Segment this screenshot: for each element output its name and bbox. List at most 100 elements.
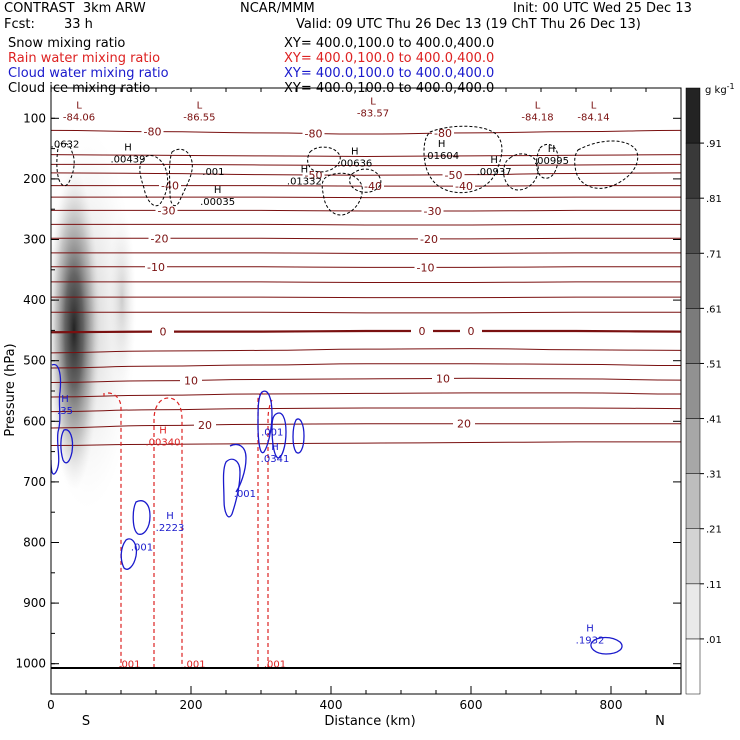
isotherm-label: -80 <box>305 127 323 140</box>
cloud-ice-value: .00937 <box>477 167 512 178</box>
isotherm-label: -20 <box>420 233 438 246</box>
cloud-ice-symbol: H <box>214 185 222 196</box>
field-xy-cloud-water: XY= 400.0,100.0 to 400.0,400.0 <box>284 66 495 81</box>
isotherm-label: -20 <box>151 232 169 245</box>
cloud-water-value: .2223 <box>156 523 185 534</box>
isotherm-label-bg <box>152 325 174 338</box>
colorbar-unit: g kg-1 <box>705 82 735 96</box>
low-center-symbol: L <box>535 100 541 111</box>
cloud-water-symbol: H <box>61 394 69 405</box>
low-center-symbol: L <box>370 97 376 108</box>
cloud-ice-value: .00035 <box>200 197 235 208</box>
isotherm-label: 0 <box>160 326 167 339</box>
cloud-water-symbol: H <box>586 623 594 634</box>
y-tick-label: 300 <box>23 233 46 247</box>
cloud-water-contours <box>51 363 623 655</box>
rain-value: .001 <box>264 660 286 671</box>
cloud-ice-contour <box>56 142 75 187</box>
isotherm-label-bg <box>414 261 437 274</box>
cloud-water-value: .0341 <box>261 454 290 465</box>
isotherm-label: -40 <box>455 180 473 193</box>
field-xy-rain: XY= 400.0,100.0 to 400.0,400.0 <box>284 51 495 66</box>
colorbar-bin <box>685 583 701 640</box>
isotherm-label: 10 <box>184 374 198 387</box>
isotherm-label: 20 <box>198 419 212 432</box>
isotherm-label-bg <box>432 127 454 140</box>
colorbar-bin <box>685 528 701 585</box>
colorbar-bin <box>685 197 701 254</box>
y-tick-label: 900 <box>23 596 46 610</box>
isotherm-15 <box>51 348 681 354</box>
cloud-water-value: .1932 <box>576 635 605 646</box>
isotherm-label: -30 <box>424 205 442 218</box>
cloud-ice-contour <box>574 140 639 189</box>
isotherm-label-bg <box>453 180 475 193</box>
isotherm-label-bg <box>362 180 384 193</box>
colorbar-bin <box>685 308 701 364</box>
cloud-ice-symbol: H <box>548 144 556 155</box>
colorbar-bin <box>685 253 701 309</box>
colorbar-label: .51 <box>706 359 722 370</box>
cloud-ice-symbol: H <box>438 139 446 150</box>
cloud-ice-contour <box>139 155 169 207</box>
y-tick-label: 200 <box>23 172 46 186</box>
colorbar-label: .31 <box>706 470 722 481</box>
isotherm-label: -10 <box>417 261 435 274</box>
cloud-water-value: .35 <box>57 406 73 417</box>
colorbar-bin <box>685 473 701 529</box>
rain-water-contours <box>103 392 273 668</box>
cloud-water-contour <box>590 636 623 655</box>
y-tick-label: 600 <box>23 414 46 428</box>
cloud-water-symbol: H <box>166 511 174 522</box>
cloud-water-contour <box>222 458 241 518</box>
isotherm-9 <box>51 252 681 254</box>
isotherm-7 <box>51 223 681 226</box>
isotherm-label-bg <box>180 374 202 387</box>
low-center-value: -84.14 <box>577 112 609 123</box>
cloud-ice-symbol: H <box>124 143 132 154</box>
isotherm-label-bg <box>442 168 465 181</box>
colorbar-bin <box>685 87 701 144</box>
cloud-water-contour <box>132 500 151 535</box>
isotherm-label-bg <box>141 125 164 138</box>
field-name-snow: Snow mixing ratio <box>8 36 126 51</box>
isotherm-16 <box>51 363 681 369</box>
isotherm-label: 0 <box>419 325 426 338</box>
isotherm-12 <box>51 296 681 299</box>
cloud-water-contour <box>257 390 273 454</box>
isotherm-label-bg <box>453 417 475 430</box>
isotherm-14 <box>51 329 681 334</box>
x-tick-label: 0 <box>47 698 55 712</box>
cloud-ice-symbol: H <box>301 165 309 176</box>
snow-mixing-ratio-shading <box>51 130 136 510</box>
plot-frame <box>50 87 682 695</box>
y-tick-label: 500 <box>23 354 46 368</box>
x-axis: 0 200 400 600 800 <box>47 88 682 712</box>
isotherm-19 <box>51 407 681 413</box>
y-tick-label: 700 <box>23 475 46 489</box>
x-tick-label: 200 <box>180 698 203 712</box>
x-tick-label: 600 <box>460 698 483 712</box>
rain-water-labels: H.00340.001.001.001 <box>118 426 286 671</box>
colorbar-bin <box>685 418 701 474</box>
x-tick-label: 400 <box>320 698 343 712</box>
colorbar-bin <box>685 638 701 695</box>
isotherm-label: -30 <box>158 204 176 217</box>
cloud-water-symbol: H <box>271 442 279 453</box>
isotherm-label-bg <box>155 204 178 217</box>
cloud-water-value: .001 <box>234 489 256 500</box>
cloud-ice-contours <box>56 125 639 216</box>
rain-value: .001 <box>118 660 140 671</box>
isotherm-label-bg <box>418 232 440 245</box>
cloud-ice-contour <box>169 148 193 207</box>
isotherm-11 <box>51 281 681 284</box>
isotherm-label-bg <box>432 372 454 385</box>
colorbar-unit-exponent: -1 <box>727 82 735 91</box>
snow-halo-secondary <box>108 210 136 390</box>
isotherm-label-bg <box>302 127 325 140</box>
isotherm-label: -10 <box>147 261 165 274</box>
isotherm-17 <box>51 377 681 384</box>
isotherm-label-bg <box>148 232 171 245</box>
rain-contour <box>107 392 122 668</box>
